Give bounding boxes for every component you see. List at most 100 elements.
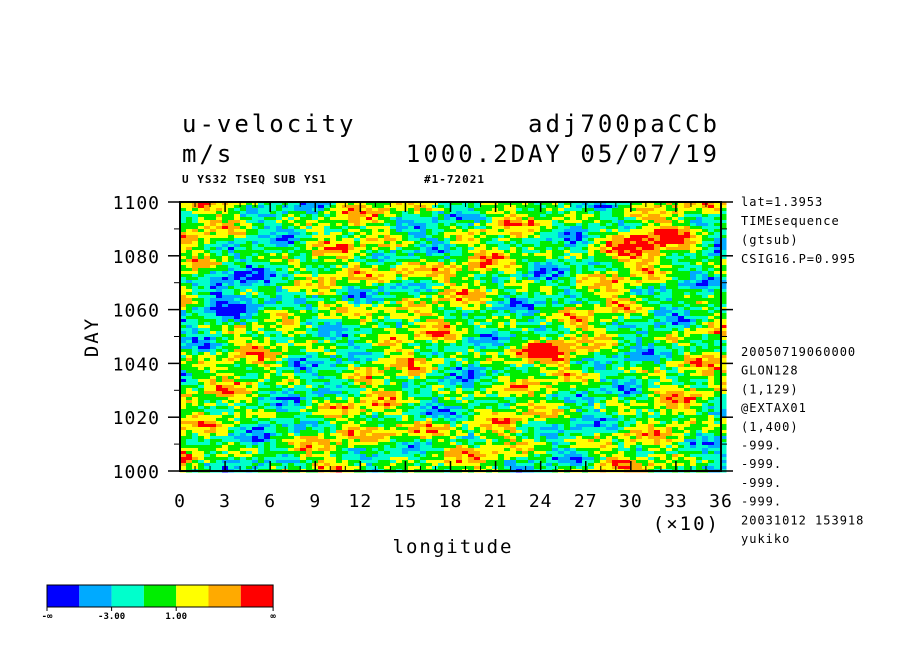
heatmap-cell [282,241,289,245]
heatmap-cell [648,223,655,227]
heatmap-cell [714,253,721,257]
heatmap-cell [180,298,187,302]
heatmap-cell [624,229,631,233]
heatmap-cell [636,316,643,320]
heatmap-cell [456,253,463,257]
heatmap-cell [606,358,613,362]
heatmap-cell [684,310,691,314]
heatmap-cell [312,235,319,239]
heatmap-cell [570,244,577,248]
heatmap-cell [588,325,595,329]
heatmap-cell [582,328,589,332]
heatmap-cell [288,202,295,206]
heatmap-cell [468,325,475,329]
heatmap-cell [336,328,343,332]
heatmap-cell [234,286,241,290]
heatmap-cell [252,316,259,320]
heatmap-cell [204,337,211,341]
heatmap-cell [618,205,625,209]
heatmap-cell [336,226,343,230]
heatmap-cell [468,328,475,332]
heatmap-cell [186,220,193,224]
heatmap-cell [534,229,541,233]
heatmap-cell [204,220,211,224]
heatmap-cell [306,274,313,278]
heatmap-cell [552,217,559,221]
heatmap-cell [270,250,277,254]
heatmap-cell [426,220,433,224]
heatmap-cell [282,322,289,326]
heatmap-cell [450,247,457,251]
heatmap-cell [582,241,589,245]
heatmap-cell [624,298,631,302]
heatmap-cell [468,307,475,311]
heatmap-cell [648,292,655,296]
heatmap-cell [480,364,487,368]
heatmap-cell [486,202,493,206]
heatmap-cell [498,298,505,302]
heatmap-cell [216,244,223,248]
heatmap-cell [270,337,277,341]
heatmap-cell [660,313,667,317]
heatmap-cell [318,226,325,230]
heatmap-cell [492,316,499,320]
heatmap-cell [318,313,325,317]
heatmap-cell [480,355,487,359]
heatmap-cell [264,220,271,224]
heatmap-cell [408,244,415,248]
heatmap-cell [600,202,607,206]
heatmap-cell [270,241,277,245]
heatmap-cell [564,310,571,314]
heatmap-cell [462,235,469,239]
heatmap-cell [618,265,625,269]
heatmap-cell [504,226,511,230]
heatmap-cell [306,211,313,215]
heatmap-cell [684,211,691,215]
heatmap-cell [228,319,235,323]
heatmap-cell [198,223,205,227]
heatmap-cell [384,304,391,308]
heatmap-cell [480,307,487,311]
heatmap-cell [684,271,691,275]
heatmap-cell [336,286,343,290]
heatmap-cell [486,334,493,338]
heatmap-cell [348,340,355,344]
heatmap-cell [384,289,391,293]
heatmap-cell [462,217,469,221]
heatmap-cell [552,241,559,245]
heatmap-cell [186,232,193,236]
heatmap-cell [618,304,625,308]
heatmap-cell [246,214,253,218]
heatmap-cell [624,277,631,281]
heatmap-cell [420,205,427,209]
heatmap-cell [570,340,577,344]
heatmap-cell [366,223,373,227]
heatmap-cell [678,241,685,245]
heatmap-cell [372,310,379,314]
heatmap-cell [474,286,481,290]
heatmap-cell [396,319,403,323]
heatmap-cell [180,265,187,269]
heatmap-cell [468,280,475,284]
heatmap-cell [534,340,541,344]
heatmap-cell [414,331,421,335]
heatmap-cell [450,289,457,293]
heatmap-cell [456,364,463,368]
heatmap-cell [504,280,511,284]
heatmap-cell [456,265,463,269]
heatmap-cell [480,313,487,317]
heatmap-cell [714,355,721,359]
heatmap-cell [294,364,301,368]
heatmap-cell [594,223,601,227]
heatmap-cell [540,319,547,323]
heatmap-cell [414,253,421,257]
heatmap-cell [588,313,595,317]
heatmap-cell [486,253,493,257]
heatmap-cell [708,355,715,359]
heatmap-cell [660,298,667,302]
heatmap-cell [660,241,667,245]
heatmap-cell [390,271,397,275]
heatmap-cell [294,271,301,275]
heatmap-cell [270,271,277,275]
heatmap-cell [480,328,487,332]
